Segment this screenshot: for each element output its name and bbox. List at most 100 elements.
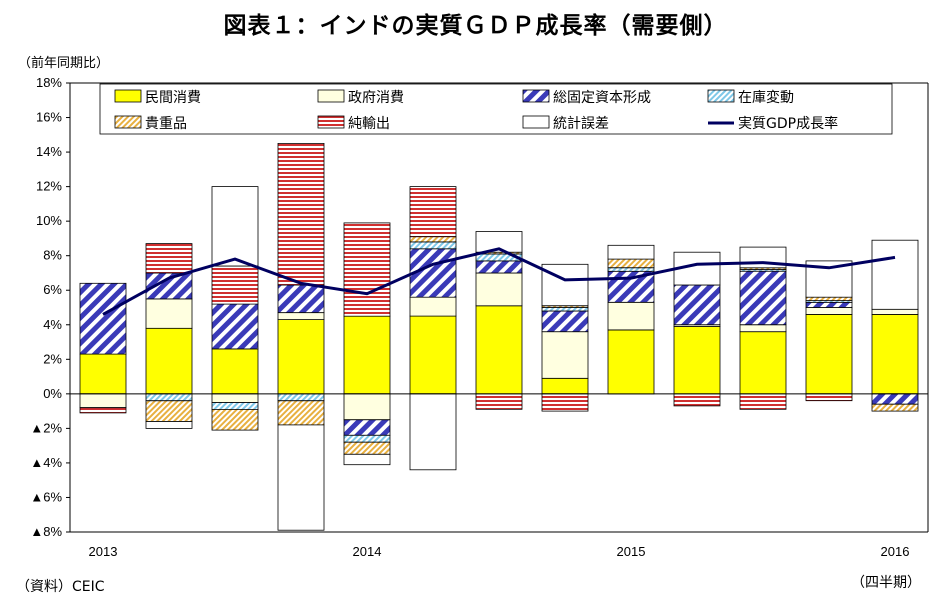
bar-segment-private_consumption-2016Q1 (871, 313, 919, 395)
bar-segment-gross_fixed_capital_formation-2016Q1 (871, 393, 919, 405)
bar-segment-private_consumption-2015Q4 (805, 313, 853, 395)
legend-swatch (114, 115, 142, 129)
legend-label: 統計誤差 (553, 116, 609, 132)
bar-segment-valuables-2016Q1 (871, 403, 919, 412)
bar-segment-gross_fixed_capital_formation-2013Q1 (79, 282, 127, 355)
y-tick-label: 16% (36, 110, 62, 125)
y-tick-label: 14% (36, 144, 62, 159)
y-tick-label: ▲2% (30, 420, 62, 435)
bar-segment-gross_fixed_capital_formation-2013Q3 (211, 303, 259, 350)
bar-segment-inventory_change-2014Q4 (541, 307, 589, 312)
bar-segment-inventory_change-2013Q4 (277, 393, 325, 402)
bar-segment-valuables-2015Q1 (607, 258, 655, 269)
bar-segment-government_consumption-2013Q2 (145, 298, 193, 329)
bar-segment-government_consumption-2015Q3 (739, 324, 787, 333)
bar-segment-net_exports-2015Q2 (673, 393, 721, 407)
bar-segment-net_exports-2013Q3 (211, 265, 259, 305)
legend-label: 貴重品 (145, 116, 187, 132)
bar-segment-gross_fixed_capital_formation-2014Q3 (475, 260, 523, 274)
bar-segment-government_consumption-2014Q4 (541, 331, 589, 379)
bar-segment-government_consumption-2016Q1 (871, 308, 919, 315)
bar-segment-private_consumption-2015Q1 (607, 329, 655, 395)
bar-segment-statistical_discrepancy-2015Q1 (607, 244, 655, 260)
bar-segment-government_consumption-2013Q1 (79, 393, 127, 408)
bar-segment-statistical_discrepancy-2014Q3 (475, 231, 523, 253)
bar-segment-inventory_change-2014Q2 (409, 241, 457, 250)
bar-segment-statistical_discrepancy-2014Q1 (343, 453, 391, 466)
x-tick-label: 2015 (617, 544, 646, 559)
bar-segment-valuables-2014Q1 (343, 441, 391, 455)
y-tick-label: 0% (43, 386, 62, 401)
bar-segment-inventory_change-2014Q1 (343, 434, 391, 443)
bar-segment-valuables-2014Q2 (409, 236, 457, 243)
bar-segment-gross_fixed_capital_formation-2014Q4 (541, 310, 589, 333)
bar-segment-net_exports-2013Q4 (277, 142, 325, 286)
bar-segment-valuables-2013Q2 (145, 400, 193, 422)
legend-swatch (522, 89, 550, 103)
bar-segment-net_exports-2015Q4 (805, 393, 853, 402)
bar-segment-gross_fixed_capital_formation-2014Q2 (409, 248, 457, 298)
bar-segment-net_exports-2014Q3 (475, 393, 523, 410)
bar-segment-private_consumption-2014Q3 (475, 305, 523, 395)
bar-segment-private_consumption-2013Q4 (277, 319, 325, 395)
legend-swatch (317, 115, 345, 129)
bar-segment-net_exports-2014Q1 (343, 222, 391, 317)
bar-segment-valuables-2013Q4 (277, 400, 325, 426)
y-tick-label: ▲6% (30, 489, 62, 504)
period-note: （四半期） (851, 575, 921, 591)
legend-label: 純輸出 (348, 116, 390, 132)
bar-segment-inventory_change-2015Q1 (607, 267, 655, 272)
bar-segment-inventory_change-2013Q2 (145, 393, 193, 402)
gdp-growth-line (102, 247, 896, 316)
legend-label: 実質GDP成長率 (738, 115, 838, 132)
bar-segment-private_consumption-2013Q2 (145, 327, 193, 395)
y-tick-label: 12% (36, 179, 62, 194)
y-tick-label: 8% (43, 248, 62, 263)
bar-segment-government_consumption-2015Q4 (805, 307, 853, 315)
bar-segment-government_consumption-2013Q3 (211, 393, 259, 403)
bar-segment-gross_fixed_capital_formation-2013Q4 (277, 284, 325, 314)
y-tick-label: ▲8% (30, 524, 62, 539)
legend-swatch (114, 89, 142, 103)
bar-segment-government_consumption-2015Q1 (607, 301, 655, 331)
bar-segment-statistical_discrepancy-2014Q4 (541, 263, 589, 307)
bar-segment-valuables-2015Q4 (805, 296, 853, 302)
bar-segment-statistical_discrepancy-2013Q4 (277, 424, 325, 531)
y-tick-label: 6% (43, 282, 62, 297)
chart-title: 図表１：インドの実質ＧＤＰ成長率（需要側） (223, 13, 728, 39)
bar-segment-private_consumption-2013Q1 (79, 353, 127, 395)
legend-swatch (707, 89, 735, 103)
y-tick-label: 10% (36, 213, 62, 228)
bar-segment-government_consumption-2013Q4 (277, 312, 325, 321)
bar-segment-net_exports-2014Q4 (541, 393, 589, 412)
bar-segment-valuables-2013Q3 (211, 408, 259, 431)
bar-segment-private_consumption-2014Q4 (541, 377, 589, 395)
y-tick-label: 4% (43, 317, 62, 332)
bar-segment-net_exports-2013Q2 (145, 243, 193, 274)
bar-segment-statistical_discrepancy-2016Q1 (871, 239, 919, 310)
bar-segment-statistical_discrepancy-2013Q2 (145, 421, 193, 429)
legend-box (99, 83, 893, 135)
bar-segment-private_consumption-2014Q1 (343, 315, 391, 395)
bar-segment-private_consumption-2015Q2 (673, 326, 721, 395)
bar-segment-statistical_discrepancy-2013Q3 (211, 186, 259, 267)
bar-segment-gross_fixed_capital_formation-2015Q4 (805, 301, 853, 308)
source-note: （資料）CEIC (16, 579, 105, 595)
legend-swatch (317, 89, 345, 103)
legend-label: 在庫変動 (738, 89, 794, 106)
bar-segment-government_consumption-2014Q2 (409, 296, 457, 317)
x-tick-label: 2016 (881, 544, 910, 559)
y-tick-label: 18% (36, 75, 62, 90)
bar-segment-private_consumption-2015Q3 (739, 331, 787, 395)
bar-segment-government_consumption-2014Q3 (475, 272, 523, 307)
bar-segment-net_exports-2015Q3 (739, 393, 787, 410)
bar-segment-gross_fixed_capital_formation-2015Q3 (739, 270, 787, 326)
bar-segment-inventory_change-2013Q3 (211, 402, 259, 410)
legend-label: 民間消費 (145, 90, 201, 106)
y-axis-unit-label: （前年同期比） (18, 56, 110, 71)
y-tick-label: ▲4% (30, 455, 62, 470)
y-tick-label: 2% (43, 351, 62, 366)
x-tick-label: 2014 (353, 544, 382, 559)
bar-segment-gross_fixed_capital_formation-2015Q2 (673, 284, 721, 326)
